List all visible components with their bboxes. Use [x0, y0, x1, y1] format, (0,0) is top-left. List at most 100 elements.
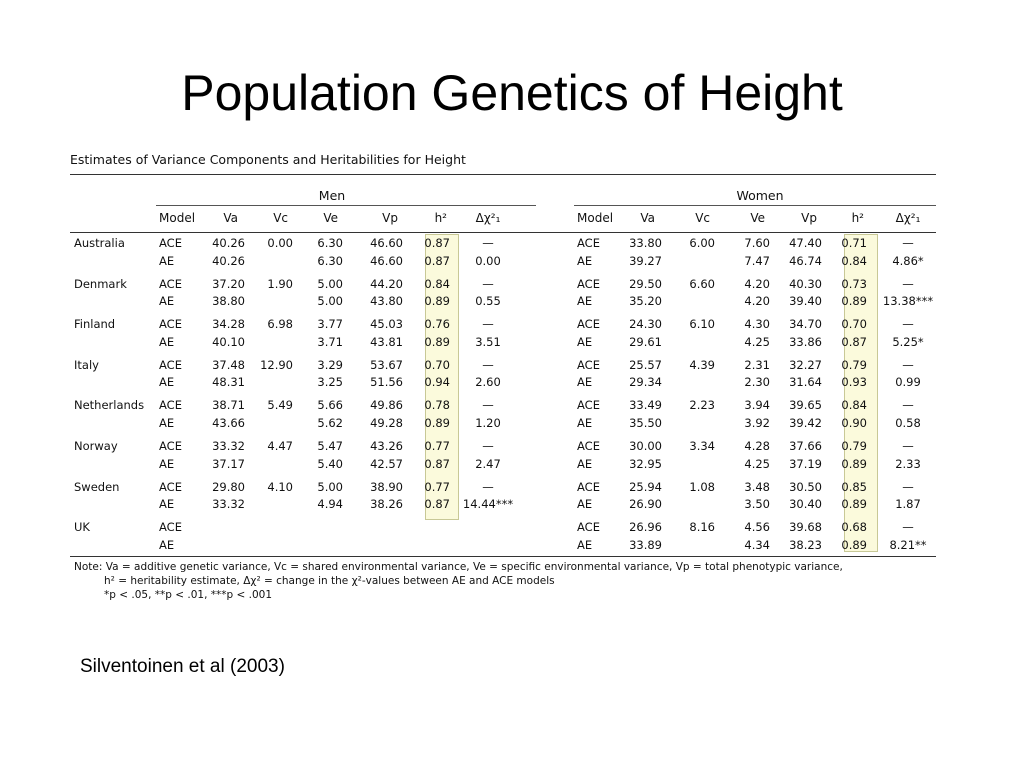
- women-cell: 35.20: [629, 294, 662, 309]
- women-cell: —: [902, 520, 914, 535]
- men-cell: 0.87: [424, 497, 450, 512]
- women-cell: ACE: [577, 398, 600, 413]
- men-cell: 33.32: [212, 439, 245, 453]
- column-header-women: Vp: [801, 211, 817, 225]
- women-cell: 33.49: [629, 398, 662, 413]
- women-cell: 0.93: [841, 375, 867, 390]
- men-cell: 4.94: [317, 497, 343, 512]
- women-cell: 30.00: [629, 439, 662, 453]
- women-cell: 4.20: [744, 294, 770, 309]
- men-cell: 0.77: [424, 479, 450, 494]
- women-cell: 46.74: [789, 253, 822, 268]
- men-cell: 0.78: [424, 398, 450, 413]
- men-cell: 33.32: [212, 497, 245, 512]
- women-cell: 0.70: [841, 317, 867, 332]
- men-cell: 43.81: [370, 334, 403, 349]
- women-cell: 29.61: [629, 334, 662, 349]
- men-cell: 0.89: [424, 334, 450, 349]
- women-cell: 4.30: [744, 317, 770, 332]
- men-cell: 5.47: [317, 439, 343, 453]
- men-cell: 5.62: [317, 415, 343, 430]
- slide-title: Population Genetics of Height: [181, 65, 843, 121]
- men-cell: 0.87: [424, 253, 450, 268]
- country-label: Finland: [74, 317, 116, 332]
- country-label: Australia: [74, 236, 125, 250]
- women-cell: 39.42: [789, 415, 822, 430]
- men-cell: 37.48: [212, 357, 245, 372]
- women-cell: 3.48: [744, 479, 770, 494]
- men-cell: 43.66: [212, 415, 245, 430]
- women-cell: 24.30: [629, 317, 662, 332]
- table-note-1: Note: Va = additive genetic variance, Vc…: [74, 561, 843, 573]
- women-cell: 4.28: [744, 439, 770, 453]
- women-cell: 0.89: [841, 537, 867, 552]
- men-cell: 0.00: [267, 236, 293, 250]
- women-cell: 3.50: [744, 497, 770, 512]
- table-caption: Estimates of Variance Components and Her…: [70, 152, 466, 167]
- women-cell: —: [902, 439, 914, 453]
- women-cell: 0.79: [841, 439, 867, 453]
- women-cell: 26.96: [629, 520, 662, 535]
- women-cell: 25.94: [629, 479, 662, 494]
- women-cell: 0.87: [841, 334, 867, 349]
- men-cell: ACE: [159, 357, 182, 372]
- women-cell: AE: [577, 253, 593, 268]
- women-cell: 2.31: [744, 357, 770, 372]
- women-cell: 0.89: [841, 294, 867, 309]
- men-cell: AE: [159, 415, 175, 430]
- men-cell: —: [482, 357, 494, 372]
- column-header-women: Model: [577, 211, 614, 225]
- men-cell: 42.57: [370, 456, 403, 471]
- group-rule-men: [156, 205, 536, 206]
- women-cell: —: [902, 276, 914, 291]
- women-cell: 32.95: [629, 456, 662, 471]
- table-note-2: h² = heritability estimate, Δχ² = change…: [104, 575, 555, 587]
- country-label: UK: [74, 520, 90, 535]
- women-cell: 0.89: [841, 456, 867, 471]
- women-cell: AE: [577, 375, 593, 390]
- women-cell: 47.40: [789, 236, 822, 250]
- women-cell: AE: [577, 497, 593, 512]
- men-cell: AE: [159, 294, 175, 309]
- men-cell: 6.98: [267, 317, 293, 332]
- men-cell: 46.60: [370, 253, 403, 268]
- women-cell: ACE: [577, 439, 600, 453]
- women-cell: AE: [577, 456, 593, 471]
- header-rule: [70, 232, 936, 233]
- men-cell: ACE: [159, 398, 182, 413]
- women-cell: 1.87: [895, 497, 921, 512]
- women-cell: —: [902, 317, 914, 332]
- men-cell: 0.89: [424, 415, 450, 430]
- men-cell: —: [482, 317, 494, 332]
- men-cell: 51.56: [370, 375, 403, 390]
- column-header-men: Vc: [273, 211, 288, 225]
- men-cell: 14.44***: [462, 497, 514, 512]
- column-header-women: Va: [640, 211, 655, 225]
- men-cell: 40.26: [212, 236, 245, 250]
- men-cell: ACE: [159, 479, 182, 494]
- women-cell: AE: [577, 537, 593, 552]
- men-cell: 6.30: [317, 253, 343, 268]
- men-cell: 0.87: [424, 456, 450, 471]
- women-cell: 4.25: [744, 334, 770, 349]
- group-rule-women: [574, 205, 936, 206]
- men-cell: 0.84: [424, 276, 450, 291]
- men-cell: AE: [159, 253, 175, 268]
- women-cell: 3.34: [689, 439, 715, 453]
- women-cell: 7.60: [744, 236, 770, 250]
- women-cell: 0.89: [841, 497, 867, 512]
- men-cell: AE: [159, 537, 175, 552]
- women-cell: 33.80: [629, 236, 662, 250]
- men-cell: 3.77: [317, 317, 343, 332]
- women-cell: 0.58: [895, 415, 921, 430]
- men-cell: 4.10: [267, 479, 293, 494]
- men-cell: 5.00: [317, 294, 343, 309]
- women-cell: —: [902, 479, 914, 494]
- men-cell: 3.29: [317, 357, 343, 372]
- column-header-men: Model: [159, 211, 196, 225]
- men-cell: 40.26: [212, 253, 245, 268]
- men-cell: 0.94: [424, 375, 450, 390]
- women-cell: 2.23: [689, 398, 715, 413]
- column-header-men: Δχ²₁: [475, 211, 501, 225]
- men-cell: 38.90: [370, 479, 403, 494]
